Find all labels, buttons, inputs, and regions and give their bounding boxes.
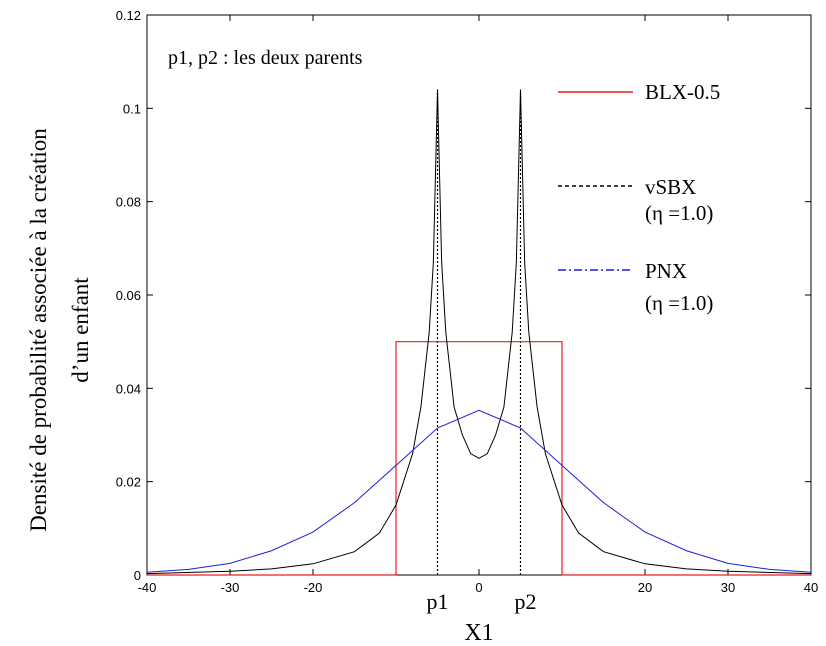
y-tick-label: 0.1 <box>123 101 141 116</box>
legend-param-vsbx: (η =1.0) <box>645 201 713 225</box>
annotation-parents: p1, p2 : les deux parents <box>168 47 363 69</box>
x-tick-label: -30 <box>221 580 240 595</box>
legend-label-vsbx: vSBX <box>645 175 696 199</box>
legend-label-blx: BLX-0.5 <box>645 80 720 104</box>
parent-label-p1: p1 <box>427 589 449 614</box>
x-axis-label: X1 <box>464 620 493 646</box>
x-tick-label: 20 <box>638 580 652 595</box>
x-tick-label: 40 <box>804 580 818 595</box>
x-tick-label: -40 <box>138 580 157 595</box>
y-axis-ticks: 0 0.02 0.04 0.06 0.08 0.1 0.12 <box>116 8 811 583</box>
x-tick-label: 0 <box>475 580 482 595</box>
y-axis-label: Densité de probabilité associée à la cré… <box>26 128 93 532</box>
x-tick-label: -20 <box>304 580 323 595</box>
parent-label-p2: p2 <box>515 589 537 614</box>
parent-marker-lines <box>436 89 522 575</box>
y-tick-label: 0.12 <box>116 8 141 23</box>
legend: BLX-0.5 vSBX (η =1.0) PNX (η =1.0) <box>558 80 720 315</box>
y-tick-label: 0 <box>134 568 141 583</box>
series-line-vsbx <box>146 89 812 575</box>
y-tick-label: 0.08 <box>116 195 141 210</box>
x-tick-label: 30 <box>721 580 735 595</box>
y-axis-label-line2: d’un enfant <box>68 277 93 383</box>
y-axis-label-line1: Densité de probabilité associée à la cré… <box>26 128 51 532</box>
y-tick-label: 0.04 <box>116 381 141 396</box>
y-tick-label: 0.06 <box>116 288 141 303</box>
x-axis-ticks: -40 -30 -20 0 20 30 40 <box>138 15 818 595</box>
legend-param-pnx: (η =1.0) <box>645 291 713 315</box>
y-tick-label: 0.02 <box>116 475 141 490</box>
series-line-blx <box>147 341 811 576</box>
series-line-pnx <box>146 409 812 573</box>
legend-label-pnx: PNX <box>645 259 687 283</box>
